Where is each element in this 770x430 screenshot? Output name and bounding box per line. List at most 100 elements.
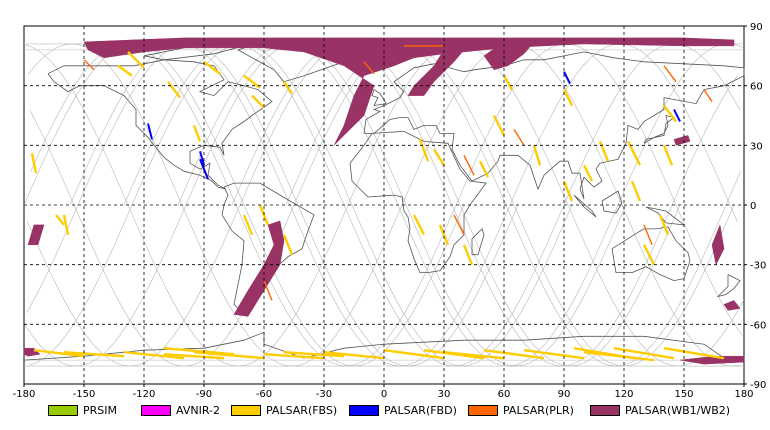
swath-fbs [55, 214, 65, 226]
swath-fbs [33, 348, 85, 358]
swath-fbs [30, 153, 38, 174]
lon-tick-label: -30 [316, 389, 332, 400]
swath-plr [263, 280, 273, 301]
legend-swatch-avnir2 [141, 404, 171, 416]
coastline [471, 228, 485, 256]
lat-tick-label: -90 [750, 380, 766, 391]
lon-tick-label: -120 [133, 389, 156, 400]
legend-item-palsar-wb: PALSAR(WB1/WB2) [590, 402, 730, 418]
legend-item-avnir2: AVNIR-2 [141, 402, 220, 418]
observation-swaths [23, 37, 745, 365]
swath-fbs [432, 148, 446, 166]
swath-fbd [147, 123, 153, 140]
swath-wb [27, 224, 45, 246]
lon-tick-label: 90 [558, 389, 571, 400]
swath-fbs [562, 180, 574, 202]
swath-fbs [242, 214, 254, 236]
swath-wb [483, 41, 535, 71]
observation-map: -180 -150 -120 -90 -60 -30 0 30 60 90 120 150 180 90 6… [13, 22, 767, 400]
swath-fbs [412, 214, 426, 236]
swath-fbs [492, 114, 506, 136]
coastline [611, 226, 691, 282]
swath-fbs [583, 350, 655, 362]
coastline [47, 59, 273, 190]
swath-wb [723, 300, 741, 311]
coastline [601, 190, 623, 214]
swath-wb [233, 220, 285, 317]
coastline [643, 114, 675, 144]
legend: PRSIM AVNIR-2 PALSAR(FBS) PALSAR(FBD) PA… [0, 402, 770, 422]
swath-fbs [163, 347, 235, 356]
coastline [371, 88, 387, 106]
swath-plr [463, 154, 475, 176]
legend-label-avnir2: AVNIR-2 [176, 403, 220, 417]
swath-fbs [478, 160, 490, 178]
legend-item-prsim: PRSIM [48, 402, 117, 418]
orbit-track [725, 171, 741, 206]
swath-fbs [263, 352, 325, 360]
swath-fbs [283, 81, 293, 95]
swath-fbs [613, 347, 675, 360]
swath-wb [83, 37, 735, 146]
lon-tick-label: 60 [498, 389, 511, 400]
swath-fbd [563, 71, 571, 85]
lon-tick-label: -90 [196, 389, 212, 400]
swath-fbs [663, 104, 677, 123]
swath-fbs [127, 51, 145, 69]
lon-tick-label: -60 [256, 389, 272, 400]
lon-tick-label: 120 [614, 389, 633, 400]
swath-wb [407, 49, 465, 96]
legend-swatch-palsar-wb [590, 404, 620, 416]
swath-fbs [251, 94, 265, 109]
coastline [573, 194, 597, 218]
lon-tick-label: 150 [674, 389, 693, 400]
swath-fbs [323, 350, 385, 360]
legend-item-palsar-fbd: PALSAR(FBD) [349, 402, 457, 418]
swath-fbs [117, 64, 133, 77]
swath-fbs [383, 348, 445, 360]
coastline [645, 206, 686, 226]
swath-fbs [523, 348, 585, 360]
orbit-track [27, 204, 241, 367]
orbit-track [185, 43, 627, 367]
swath-fbs [193, 350, 265, 360]
swath-fbs [192, 125, 202, 142]
coastline [349, 130, 487, 274]
orbit-track [29, 204, 133, 366]
swath-fbs [532, 144, 542, 166]
legend-swatch-palsar-plr [468, 404, 498, 416]
swath-plr [83, 59, 95, 71]
swath-fbs [283, 350, 345, 358]
swath-fbs [630, 180, 642, 202]
lon-tick-label: -150 [73, 389, 96, 400]
legend-label-palsar-plr: PALSAR(PLR) [503, 403, 574, 417]
orbit-track [24, 204, 187, 367]
swath-fbs [562, 89, 574, 107]
swath-fbs [582, 164, 594, 182]
lon-tick-label: 30 [438, 389, 451, 400]
swath-fbs [658, 214, 670, 236]
swath-plr [663, 65, 677, 83]
lat-tick-label: -30 [750, 261, 766, 272]
legend-item-palsar-plr: PALSAR(PLR) [468, 402, 574, 418]
swath-fbd [673, 109, 681, 122]
coastline [716, 274, 741, 298]
lat-tick-label: -60 [750, 320, 766, 331]
swath-fbs [462, 244, 474, 266]
lat-tick-label: 90 [750, 22, 763, 33]
swath-fbs [598, 140, 610, 162]
lat-tick-label: 60 [750, 82, 763, 93]
swath-fbs [203, 60, 221, 75]
orbit-track [239, 43, 681, 367]
lon-tick-label: -180 [13, 389, 36, 400]
swath-wb [673, 135, 691, 146]
swath-fbs [438, 224, 450, 246]
legend-swatch-palsar-fbs [231, 404, 261, 416]
swath-fbs [662, 144, 674, 166]
swath-plr [643, 224, 653, 246]
swath-wb [679, 355, 745, 365]
legend-swatch-prsim [48, 404, 78, 416]
swath-fbs [418, 138, 430, 162]
lat-tick-label: 30 [750, 141, 763, 152]
swath-fbs [62, 214, 70, 236]
